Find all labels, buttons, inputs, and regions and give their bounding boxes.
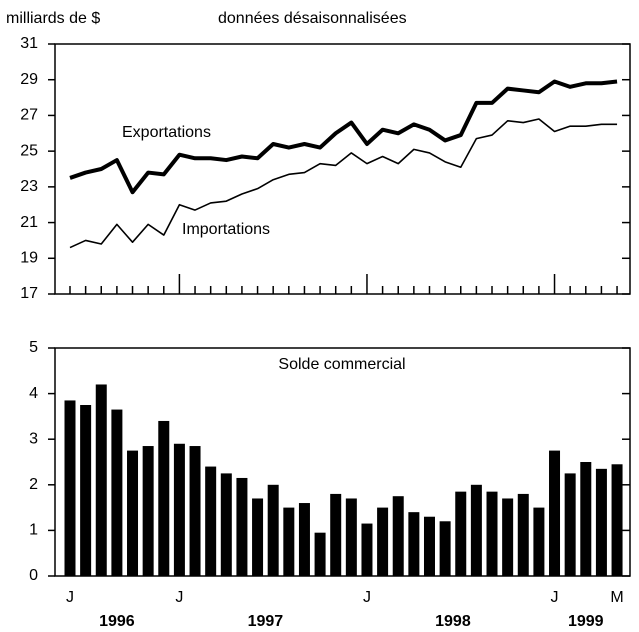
x-tick-label: J — [66, 589, 74, 606]
bar — [595, 468, 607, 576]
bar — [611, 464, 623, 576]
bar — [267, 484, 279, 576]
bar — [80, 405, 92, 576]
bar — [470, 484, 482, 576]
bar — [533, 507, 545, 576]
y-tick-label: 23 — [20, 178, 38, 195]
x-tick-label: J — [363, 589, 371, 606]
bar — [189, 446, 201, 576]
bar — [314, 532, 326, 576]
y-tick-label: 31 — [20, 35, 38, 52]
y-tick-label: 29 — [20, 71, 38, 88]
bar — [549, 450, 561, 576]
y-axis-label: milliards de $ — [6, 10, 100, 27]
bar — [236, 477, 248, 576]
bar — [142, 446, 154, 576]
bar — [423, 516, 435, 576]
x-tick-label: J — [175, 589, 183, 606]
bar — [158, 420, 170, 576]
chart-title: Solde commercial — [278, 356, 405, 373]
bar — [361, 523, 373, 576]
bar — [64, 400, 76, 576]
bar — [252, 498, 264, 576]
bar — [298, 503, 310, 576]
bar — [580, 462, 592, 576]
y-tick-label: 17 — [20, 285, 38, 302]
bar — [517, 493, 529, 576]
x-tick-label: J — [551, 589, 559, 606]
bar — [439, 521, 451, 576]
y-tick-label: 4 — [29, 385, 38, 402]
plot-frame — [54, 43, 631, 295]
year-label: 1999 — [568, 613, 604, 630]
bar — [95, 384, 107, 576]
y-tick-label: 21 — [20, 214, 38, 231]
y-tick-label: 2 — [29, 476, 38, 493]
bar — [502, 498, 514, 576]
y-tick-label: 5 — [29, 339, 38, 356]
y-tick-label: 3 — [29, 430, 38, 447]
bar — [283, 507, 295, 576]
bar — [220, 473, 232, 576]
y-tick-label: 27 — [20, 107, 38, 124]
bar — [173, 443, 185, 576]
year-label: 1997 — [248, 613, 284, 630]
bar — [330, 493, 342, 576]
bar — [486, 491, 498, 576]
y-tick-label: 0 — [29, 567, 38, 584]
year-label: 1996 — [99, 613, 135, 630]
x-tick-label: M — [610, 589, 623, 606]
series-label: Importations — [182, 221, 270, 238]
bar — [408, 512, 420, 576]
bar — [377, 507, 389, 576]
bar — [127, 450, 139, 576]
bar — [345, 498, 357, 576]
bar — [455, 491, 467, 576]
y-tick-label: 1 — [29, 522, 38, 539]
plot-frame — [54, 347, 631, 577]
bar — [392, 496, 404, 576]
y-tick-label: 25 — [20, 142, 38, 159]
year-label: 1998 — [435, 613, 471, 630]
bar — [111, 409, 123, 576]
y-tick-label: 19 — [20, 250, 38, 267]
series-label: Exportations — [122, 124, 211, 141]
bar — [205, 466, 217, 576]
line-series — [69, 118, 618, 249]
bar — [564, 473, 576, 576]
line-series — [69, 79, 618, 195]
subtitle: données désaisonnalisées — [218, 10, 407, 27]
